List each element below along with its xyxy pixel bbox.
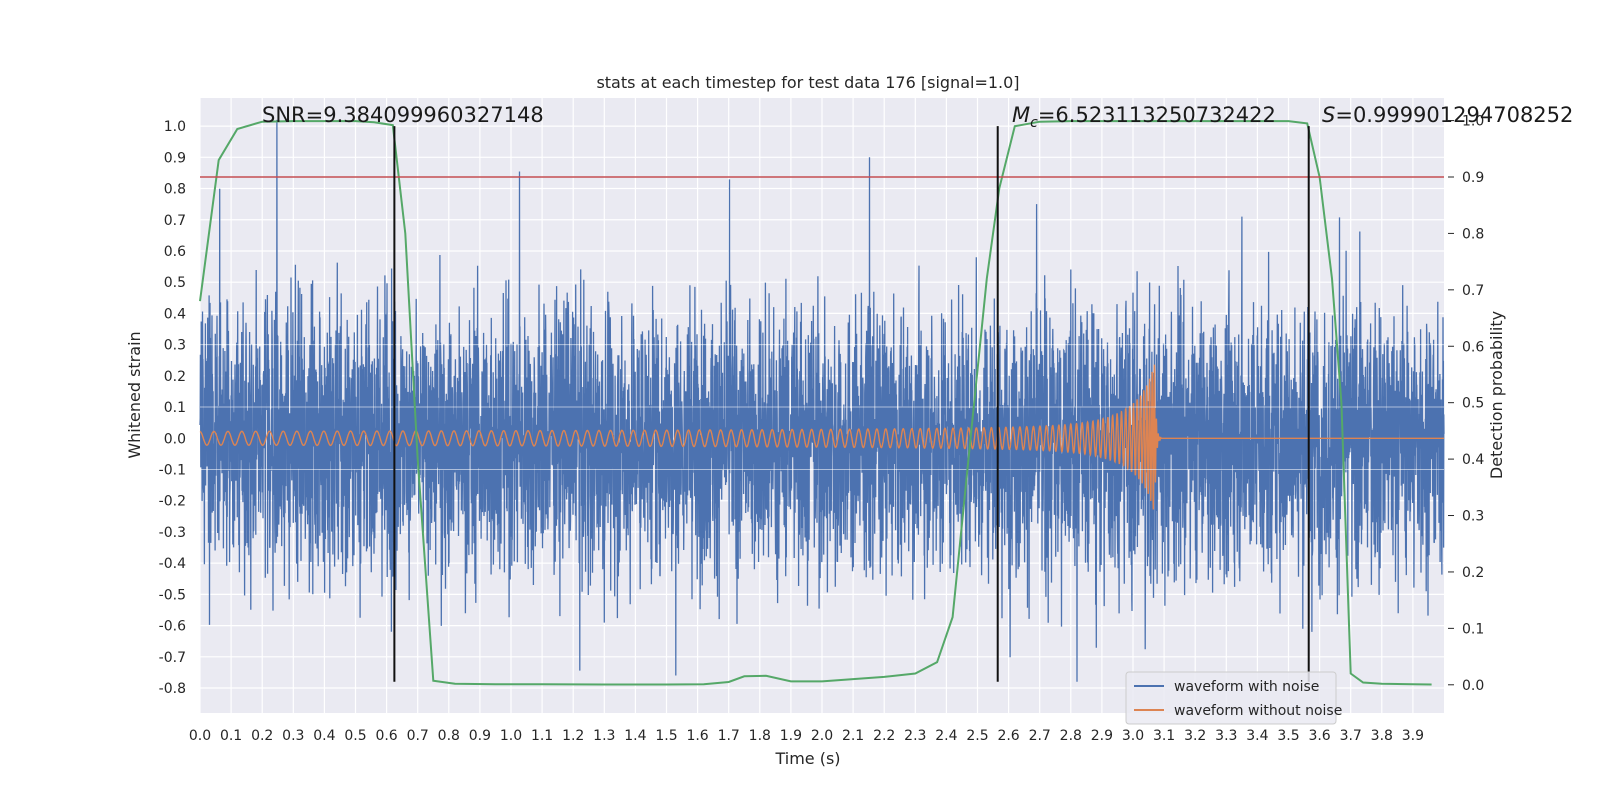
x-tick-label: 1.1 (531, 728, 553, 744)
x-tick-label: 2.9 (1091, 728, 1113, 744)
x-tick-label: 1.5 (655, 728, 677, 744)
y-tick-label: 0.6 (164, 244, 186, 260)
y-right-axis-label: Detection probability (1487, 311, 1506, 479)
x-tick-label: 1.6 (686, 728, 708, 744)
y-tick-label: 0.3 (164, 338, 186, 354)
x-tick-label: 1.0 (500, 728, 522, 744)
y-tick-label: -0.5 (159, 587, 186, 603)
snr-annotation: SNR=9.384099960327148 (262, 103, 544, 127)
x-tick-label: 3.3 (1215, 728, 1237, 744)
y-tick-label: 1.0 (164, 119, 186, 135)
series-waveform-with-noise (199, 119, 1445, 682)
x-tick-label: 3.6 (1308, 728, 1330, 744)
x-tick-label: 2.3 (904, 728, 926, 744)
x-axis-label: Time (s) (774, 749, 840, 768)
x-tick-label: 2.4 (935, 728, 957, 744)
x-tick-label: 3.7 (1340, 728, 1362, 744)
y-right-tick-label: 0.0 (1462, 678, 1484, 694)
y-tick-label: -0.1 (159, 462, 186, 478)
x-tick-label: 2.8 (1060, 728, 1082, 744)
y-tick-label: 0.4 (164, 306, 186, 322)
y-tick-label: 0.1 (164, 400, 186, 416)
y-tick-label: 0.0 (164, 431, 186, 447)
chart-title: stats at each timestep for test data 176… (596, 73, 1019, 92)
x-tick-label: 3.4 (1246, 728, 1268, 744)
y-right-tick-label: 0.6 (1462, 339, 1484, 355)
x-tick-label: 0.7 (407, 728, 429, 744)
y-right-tick-label: 0.5 (1462, 396, 1484, 412)
y-tick-label: 0.9 (164, 150, 186, 166)
y-right-tick-label: 0.8 (1462, 226, 1484, 242)
legend-label-noise: waveform with noise (1174, 679, 1319, 695)
y-tick-label: 0.5 (164, 275, 186, 291)
x-tick-label: 0.8 (438, 728, 460, 744)
x-tick-label: 0.2 (251, 728, 273, 744)
x-tick-label: 2.0 (811, 728, 833, 744)
x-tick-label: 1.9 (780, 728, 802, 744)
y-right-tick-label: 0.3 (1462, 509, 1484, 525)
probability-line (199, 120, 1432, 686)
y-tick-label: -0.2 (159, 494, 186, 510)
x-tick-label: 1.2 (562, 728, 584, 744)
chirp-mass-annotation: Mc=6.523113250732422 (1012, 103, 1276, 131)
x-tick-label: 0.4 (313, 728, 335, 744)
x-tick-label: 0.1 (220, 728, 242, 744)
x-tick-label: 0.0 (189, 728, 211, 744)
vertical-markers (393, 126, 1310, 682)
x-tick-label: 1.3 (593, 728, 615, 744)
x-tick-label: 1.8 (749, 728, 771, 744)
y-tick-label: -0.8 (159, 681, 186, 697)
y-right-tick-label: 0.4 (1462, 452, 1484, 468)
y-right-tick-label: 0.1 (1462, 621, 1484, 637)
x-tick-label: 2.1 (842, 728, 864, 744)
y-axis-label: Whitened strain (125, 331, 144, 458)
s-annotation: S=0.999901294708252 (1322, 103, 1573, 127)
x-tick-label: 1.7 (718, 728, 740, 744)
x-tick-label: 3.2 (1184, 728, 1206, 744)
y-tick-label: -0.3 (159, 525, 186, 541)
y-right-tick-label: 0.2 (1462, 565, 1484, 581)
x-tick-label: 3.8 (1371, 728, 1393, 744)
x-tick-label: 3.9 (1402, 728, 1424, 744)
y-tick-labels: -0.8 -0.7 -0.6 -0.5 -0.4 -0.3 -0.2 -0.1 0.0 0.1 0.… (159, 119, 186, 697)
y-tick-label: 0.7 (164, 213, 186, 229)
series-waveform-without-noise (199, 364, 1444, 510)
x-tick-label: 0.3 (282, 728, 304, 744)
x-tick-label: 0.6 (375, 728, 397, 744)
clean-line (199, 364, 1444, 510)
y-tick-label: -0.6 (159, 619, 186, 635)
y-tick-label: 0.2 (164, 369, 186, 385)
x-tick-label: 2.6 (997, 728, 1019, 744)
y-tick-label: -0.7 (159, 650, 186, 666)
legend-label-clean: waveform without noise (1174, 703, 1342, 719)
x-tick-label: 0.5 (344, 728, 366, 744)
noise-line (199, 119, 1445, 682)
y-tick-label: -0.4 (159, 556, 186, 572)
y-right-tick-label: 1.0 (1462, 114, 1484, 130)
x-tick-label: 3.1 (1153, 728, 1175, 744)
x-tick-label: 2.7 (1029, 728, 1051, 744)
series-detection-probability (199, 120, 1444, 686)
y-tick-label: 0.8 (164, 182, 186, 198)
y-right-tick-label: 0.7 (1462, 283, 1484, 299)
x-tick-label: 0.9 (469, 728, 491, 744)
grid-lines-front (200, 344, 1444, 470)
x-tick-label: 3.5 (1277, 728, 1299, 744)
y-right-tick-label: 0.9 (1462, 170, 1484, 186)
x-tick-label: 2.2 (873, 728, 895, 744)
legend: waveform with noise waveform without noi… (1125, 671, 1342, 725)
x-tick-labels: 0.0 0.1 0.2 0.3 0.4 0.5 0.6 0.7 0.8 0.9 1.0 1.1 1.2 1… (189, 728, 1424, 744)
x-tick-label: 3.0 (1122, 728, 1144, 744)
x-tick-label: 1.4 (624, 728, 646, 744)
x-tick-label: 2.5 (966, 728, 988, 744)
y-right-tick-labels: 0.0 0.1 0.2 0.3 0.4 0.5 0.6 0.7 0.8 0.9 1.0 (1448, 114, 1484, 694)
